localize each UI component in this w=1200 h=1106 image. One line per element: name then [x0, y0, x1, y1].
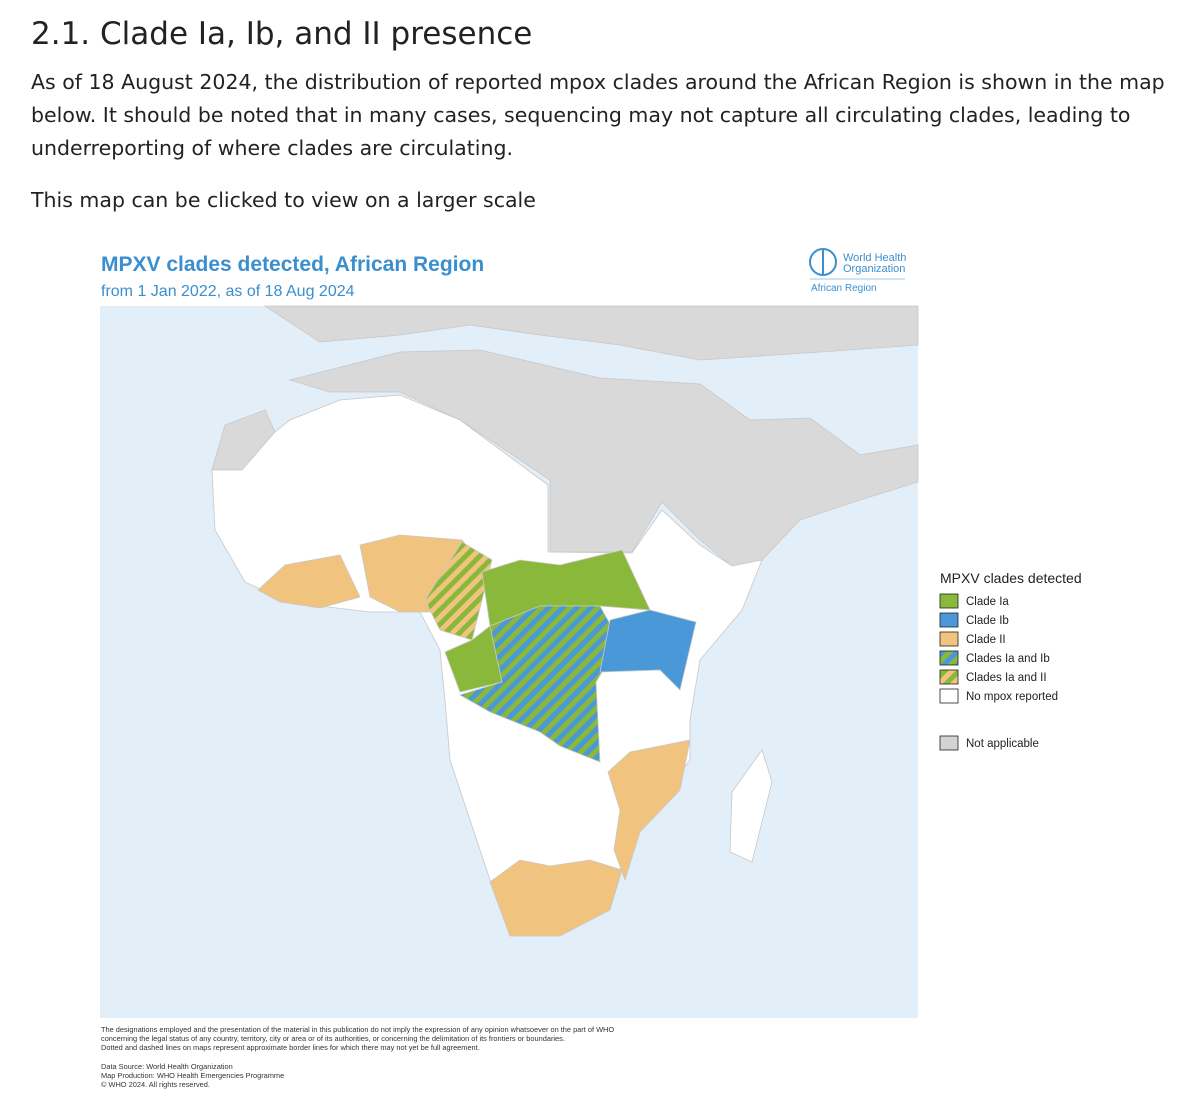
disclaimer-line: The designations employed and the presen…	[101, 1025, 614, 1034]
logo-region: African Region	[811, 283, 877, 294]
paragraph: As of 18 August 2024, the distribution o…	[31, 70, 1165, 160]
legend-label: Clade Ib	[966, 615, 1009, 627]
legend-swatch	[939, 735, 959, 751]
madagascar	[729, 749, 773, 863]
land	[211, 305, 919, 937]
legend-label: Clades Ia and Ib	[966, 653, 1050, 665]
drc	[458, 605, 621, 763]
credit-line: Map Production: WHO Health Emergencies P…	[101, 1071, 284, 1080]
legend-swatch	[939, 688, 959, 704]
south-africa	[489, 859, 623, 937]
mozambique	[607, 739, 691, 882]
legend-swatch	[939, 669, 959, 685]
who-logo: World Health Organization African Region	[809, 248, 906, 294]
legend-title: MPXV clades detected	[940, 570, 1082, 586]
legend-swatch	[939, 650, 959, 666]
credit-line: Data Source: World Health Organization	[101, 1062, 233, 1071]
legend-swatch	[939, 612, 959, 628]
disclaimer-line: concerning the legal status of any count…	[101, 1034, 565, 1043]
legend-label: Clade II	[966, 634, 1006, 646]
legend-label: Clades Ia and II	[966, 672, 1047, 684]
legend-swatch	[939, 631, 959, 647]
east-africa	[599, 609, 697, 691]
legend-label: Not applicable	[966, 738, 1039, 750]
cameroon	[424, 541, 493, 641]
legend: Clade Ia Clade Ib Clade II Clades Ia and Ib…	[939, 593, 1058, 751]
logo-line: Organization	[843, 263, 905, 275]
europe	[263, 305, 919, 361]
map-title: MPXV clades detected, African Region	[101, 253, 484, 276]
logo-line: World Health	[843, 252, 906, 264]
disclaimer-line: Dotted and dashed lines on maps represen…	[101, 1043, 480, 1052]
north-africa	[288, 349, 919, 567]
credit-line: © WHO 2024. All rights reserved.	[101, 1080, 210, 1089]
map-subtitle: from 1 Jan 2022, as of 18 Aug 2024	[101, 283, 355, 300]
heading: 2.1. Clade Ia, Ib, and II presence	[31, 16, 533, 52]
legend-label: No mpox reported	[966, 691, 1058, 703]
legend-label: Clade Ia	[966, 596, 1009, 608]
legend-swatch	[939, 593, 959, 609]
note: This map can be clicked to view on a lar…	[31, 188, 536, 212]
west-africa-clade-ii	[257, 554, 361, 609]
disclaimer: The designations employed and the presen…	[101, 1025, 614, 1089]
